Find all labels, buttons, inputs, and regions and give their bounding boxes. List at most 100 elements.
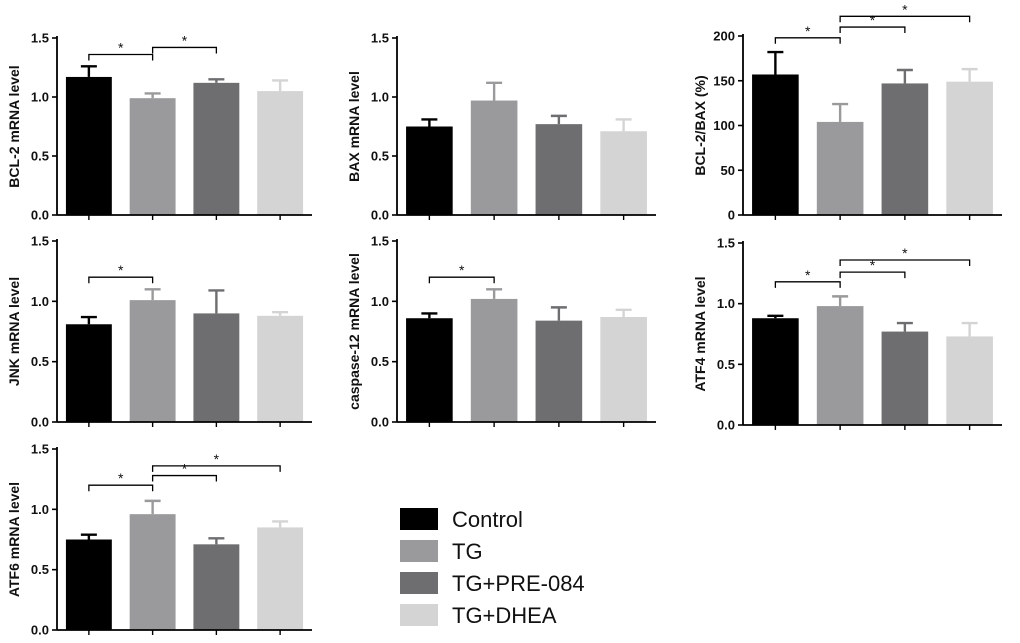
bar-3 [193, 82, 240, 215]
bar-2 [470, 298, 518, 422]
y-axis-label: BCL-2 mRNA level [6, 65, 22, 187]
bar-4 [946, 81, 993, 216]
bar-4 [257, 91, 304, 215]
y-tick-label: 0.0 [717, 418, 735, 433]
y-axis-label: BAX mRNA level [346, 71, 362, 182]
y-tick-label: 0.0 [371, 208, 389, 223]
significance-star: * [805, 267, 811, 283]
y-tick-label: 1.0 [31, 90, 49, 105]
y-tick-label: 150 [713, 73, 735, 88]
bar-2 [129, 98, 176, 215]
significance-star: * [118, 470, 124, 486]
y-tick-label: 1.0 [31, 294, 49, 309]
bar-3 [881, 331, 929, 425]
significance-bracket [88, 484, 154, 492]
bar-3 [881, 83, 929, 215]
significance-bracket [151, 474, 218, 482]
bar-3 [535, 124, 583, 215]
y-tick-label: 1.5 [371, 31, 389, 46]
y-tick-label: 200 [713, 29, 735, 44]
bar-2 [129, 514, 176, 630]
y-tick-label: 0 [728, 208, 735, 223]
y-tick-label: 1.5 [31, 234, 49, 249]
chart-panel-7: 0.0 0.5 1.0 1.5 ATF6 mRNA level * * * [6, 442, 312, 638]
significance-bracket [839, 26, 906, 34]
bar-2 [816, 121, 864, 215]
bar-4 [600, 131, 647, 215]
bar-3 [193, 313, 240, 422]
legend-label-3: TG+PRE-084 [452, 571, 585, 596]
chart-panel-5: 0.0 0.5 1.0 1.5 caspase-12 mRNA level * [346, 234, 656, 430]
significance-star: * [182, 461, 188, 477]
legend-label-4: TG+DHEA [452, 603, 557, 628]
significance-star: * [182, 32, 188, 48]
y-tick-label: 0.0 [371, 415, 389, 430]
significance-bracket [151, 465, 281, 472]
bar-4 [257, 315, 304, 422]
y-tick-label: 1.5 [31, 31, 49, 46]
legend-swatch-2 [400, 540, 438, 562]
bar-3 [535, 320, 583, 422]
chart-panel-4: 0.0 0.5 1.0 1.5 JNK mRNA level * [6, 234, 312, 430]
bar-2 [129, 300, 176, 422]
legend-swatch-3 [400, 572, 438, 594]
legend-swatch-1 [400, 508, 438, 530]
y-tick-label: 0.0 [31, 415, 49, 430]
bar-4 [257, 527, 304, 630]
bar-3 [193, 544, 240, 630]
bar-4 [946, 336, 993, 425]
y-tick-label: 0.5 [717, 357, 735, 372]
y-axis-label: JNK mRNA level [6, 277, 22, 386]
y-tick-label: 1.5 [717, 236, 735, 251]
y-tick-label: 1.0 [371, 294, 389, 309]
significance-bracket [774, 281, 841, 288]
legend: Control TG TG+PRE-084 TG+DHEA [400, 507, 585, 628]
legend-swatch-4 [400, 604, 438, 626]
bar-1 [406, 318, 453, 422]
significance-star: * [459, 262, 465, 278]
y-axis-label: ATF6 mRNA level [6, 482, 22, 597]
bar-4 [600, 317, 647, 422]
significance-star: * [214, 451, 220, 467]
y-tick-label: 100 [713, 118, 735, 133]
bar-1 [65, 539, 112, 630]
y-tick-label: 0.5 [31, 562, 49, 577]
chart-panel-2: 0.0 0.5 1.0 1.5 BAX mRNA level [346, 31, 656, 223]
y-axis-label: ATF4 mRNA level [692, 276, 708, 391]
y-tick-label: 0.0 [31, 208, 49, 223]
significance-star: * [870, 257, 876, 273]
y-tick-label: 0.5 [371, 149, 389, 164]
chart-panel-3: 0 50 100 150 200 BCL-2/BAX (%) * * * [692, 1, 1002, 223]
y-tick-label: 0.5 [371, 354, 389, 369]
significance-bracket [151, 46, 218, 54]
bar-1 [65, 324, 112, 422]
bar-2 [470, 100, 518, 215]
bar-1 [752, 318, 799, 425]
y-tick-label: 1.5 [31, 442, 49, 457]
y-tick-label: 1.5 [371, 234, 389, 249]
bar-1 [406, 126, 453, 215]
significance-star: * [902, 1, 908, 17]
legend-label-2: TG [452, 539, 483, 564]
significance-star: * [902, 245, 908, 261]
chart-panel-1: 0.0 0.5 1.0 1.5 BCL-2 mRNA level * * [6, 31, 312, 223]
y-axis-label: caspase-12 mRNA level [346, 253, 362, 410]
y-tick-label: 1.0 [31, 502, 49, 517]
legend-label-1: Control [452, 507, 523, 532]
significance-star: * [118, 262, 124, 278]
significance-bracket [88, 53, 154, 61]
significance-bracket [774, 37, 841, 44]
y-tick-label: 1.0 [371, 90, 389, 105]
significance-star: * [805, 23, 811, 39]
bar-2 [816, 306, 864, 425]
y-tick-label: 0.5 [31, 354, 49, 369]
significance-bracket [839, 259, 971, 266]
significance-star: * [870, 12, 876, 28]
chart-panel-6: 0.0 0.5 1.0 1.5 ATF4 mRNA level * * * [692, 236, 1002, 433]
significance-bracket [88, 276, 154, 284]
significance-star: * [118, 40, 124, 56]
significance-bracket [839, 15, 971, 23]
significance-bracket [839, 271, 906, 279]
y-tick-label: 0.0 [31, 623, 49, 638]
bar-1 [752, 74, 799, 215]
